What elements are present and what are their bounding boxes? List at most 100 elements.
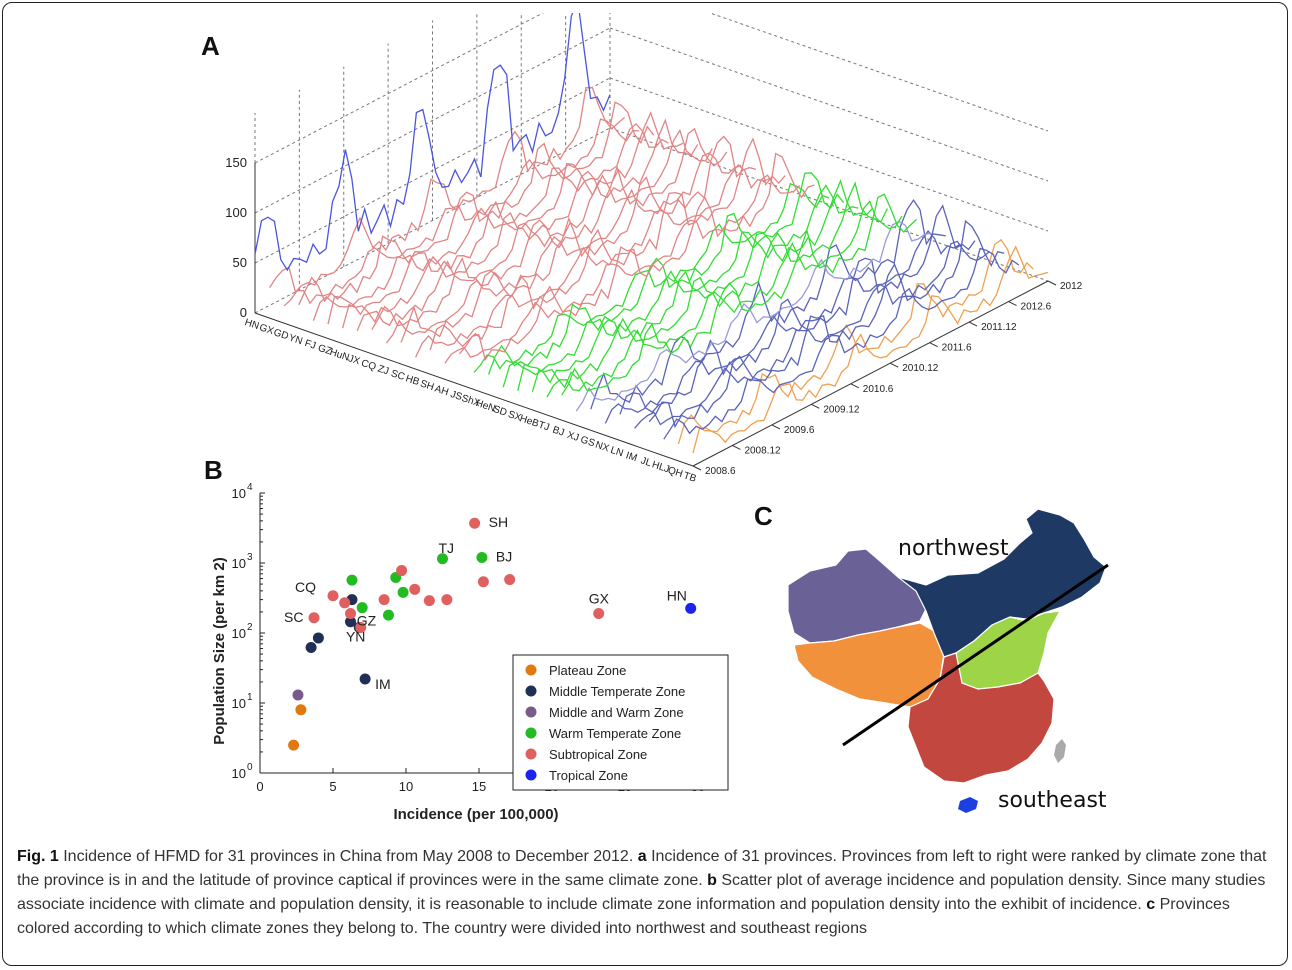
legend-marker — [525, 727, 537, 739]
back-grid-line — [609, 77, 1049, 232]
province-tick-label: LN — [609, 445, 625, 459]
data-point — [397, 586, 409, 598]
data-point — [477, 576, 489, 588]
series-line-JS — [458, 152, 815, 362]
y-tick-label: 10 — [232, 626, 246, 641]
time-tick-label: 2011.6 — [942, 343, 972, 354]
data-point — [339, 597, 351, 609]
province-tick-label: SD — [492, 404, 509, 419]
y-tick-exponent: 0 — [247, 762, 253, 773]
time-tick-mark — [771, 424, 781, 430]
point-label: HN — [667, 587, 687, 603]
x-tick-label: 0 — [256, 779, 263, 794]
map-region-tropical — [958, 797, 978, 813]
time-tick-mark — [1047, 280, 1057, 286]
series-line-AH — [444, 174, 801, 364]
series-line-TB — [692, 245, 1049, 454]
caption-b-text: Scatter plot of average incidence and po… — [17, 872, 1266, 913]
time-tick-label: 2010.12 — [902, 363, 939, 374]
time-tick-label: 2009.12 — [823, 404, 860, 415]
panel-b-scatter-chart: B 051015202530100101102103104 SHTJBJCQSC… — [204, 455, 729, 823]
time-tick-mark — [811, 403, 820, 409]
province-tick-label: GX — [258, 322, 275, 337]
map-divider-line — [842, 563, 1109, 747]
data-point — [685, 602, 697, 614]
caption-a-text: Incidence of 31 provinces. Provinces fro… — [17, 848, 1267, 889]
data-point — [441, 594, 453, 606]
caption-a-label: a — [637, 848, 647, 865]
data-point — [312, 632, 324, 644]
time-tick-label: 2009.6 — [784, 425, 815, 436]
series-line-HuN — [341, 118, 699, 329]
panel-b-letter: B — [204, 455, 223, 485]
province-tick-label: XJ — [566, 430, 580, 444]
data-point — [378, 594, 390, 606]
data-point — [288, 739, 300, 751]
legend-marker — [525, 769, 537, 781]
time-tick-label: 2008.6 — [705, 466, 736, 477]
z-tick-label: 150 — [225, 155, 247, 170]
caption-c-label: c — [1146, 896, 1156, 913]
z-tick-label: 100 — [225, 205, 247, 220]
series-line-HB — [415, 163, 771, 358]
data-point — [308, 612, 320, 624]
point-label: SC — [284, 609, 303, 625]
y-tick-exponent: 4 — [247, 482, 253, 493]
panel-b-axes: 051015202530100101102103104 — [232, 482, 706, 794]
x-tick-label: 15 — [472, 779, 486, 794]
series-line-SD — [502, 184, 859, 388]
series-line-HeB — [531, 181, 888, 392]
time-tick-mark — [692, 465, 702, 471]
data-point — [355, 621, 367, 633]
china-map — [787, 508, 1109, 813]
data-point — [476, 551, 488, 563]
map-label-southeast: southeast — [998, 788, 1107, 813]
province-tick-label: TB — [682, 470, 698, 483]
panel-a-grid — [254, 13, 1049, 467]
province-tick-label: IM — [624, 450, 638, 464]
map-region-subtropical — [907, 652, 1055, 784]
map-region-taiwan — [1054, 739, 1066, 763]
series-line-SC — [400, 135, 757, 343]
y-tick-exponent: 1 — [247, 692, 253, 703]
province-tick-label: JL — [639, 455, 653, 469]
map-label-northwest: northwest — [898, 536, 1009, 561]
panel-c-letter: C — [754, 501, 773, 531]
province-tick-label: AH — [433, 384, 450, 399]
panel-c-climate-map: C northwest southeast — [754, 501, 1109, 813]
figure-caption: Fig. 1 Incidence of HFMD for 31 province… — [17, 845, 1279, 941]
point-label: YN — [346, 629, 365, 645]
province-tick-label: SC — [389, 368, 406, 383]
legend-label: Middle Temperate Zone — [549, 684, 685, 699]
data-point — [295, 704, 307, 716]
data-point — [423, 595, 435, 607]
series-line-JX — [356, 128, 713, 332]
data-point — [327, 590, 339, 602]
x-tick-label: 5 — [329, 779, 336, 794]
series-line-SH — [429, 137, 786, 351]
province-tick-label: JX — [347, 353, 362, 367]
time-tick-mark — [929, 342, 938, 348]
province-tick-label: YN — [287, 333, 304, 348]
data-point — [345, 607, 357, 619]
y-tick-label: 10 — [232, 556, 246, 571]
panel-b-y-axis-title: Population Size (per km 2) — [211, 557, 228, 745]
legend-label: Subtropical Zone — [549, 747, 647, 762]
data-point — [396, 565, 408, 577]
time-tick-mark — [889, 362, 899, 368]
y-tick-exponent: 2 — [247, 622, 253, 633]
y-tick-label: 10 — [232, 766, 246, 781]
back-grid-line — [609, 27, 1049, 182]
data-point — [346, 574, 358, 586]
series-line-ZJ — [385, 152, 742, 344]
province-tick-label: JS — [449, 389, 464, 403]
legend-marker — [525, 664, 537, 676]
back-grid-line — [708, 13, 1049, 132]
point-label: GZ — [357, 612, 377, 628]
province-tick-label: GS — [579, 434, 596, 449]
province-tick-label: ZJ — [376, 364, 390, 378]
series-line-HeN — [487, 172, 845, 375]
